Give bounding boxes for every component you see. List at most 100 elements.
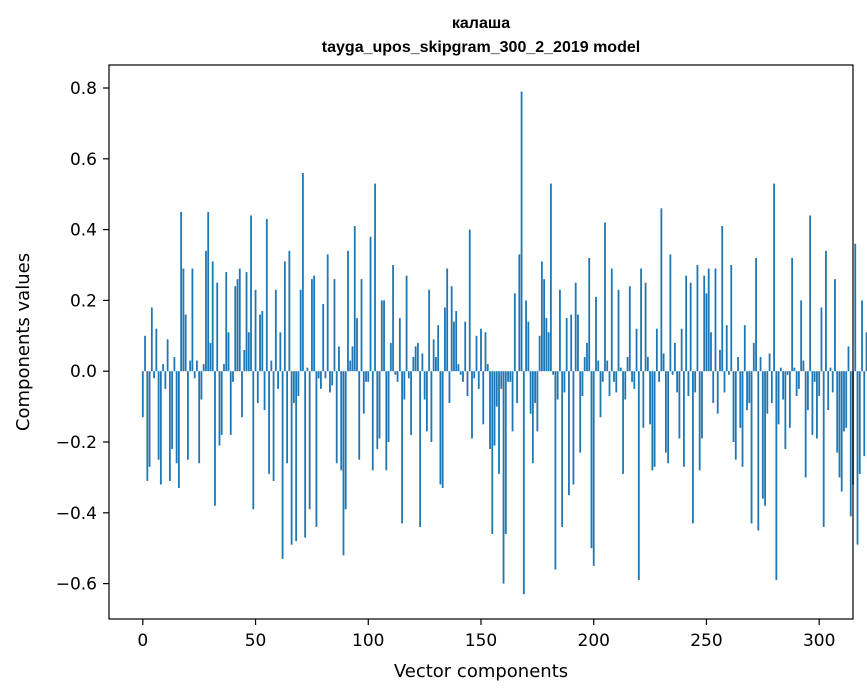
- bar-0: [141, 371, 144, 418]
- bar-41: [234, 286, 237, 372]
- bar-274: [759, 357, 762, 372]
- bar-124: [421, 353, 424, 372]
- y-tick-label: −0.4: [56, 504, 97, 524]
- bar-270: [750, 371, 753, 524]
- bar-23: [193, 371, 196, 379]
- y-tick-label: 0.2: [70, 291, 97, 311]
- bar-140: [457, 364, 460, 372]
- bar-289: [793, 367, 796, 372]
- bar-220: [637, 371, 640, 581]
- bar-18: [182, 268, 185, 372]
- bar-16: [177, 371, 180, 489]
- bar-217: [631, 371, 633, 382]
- bar-306: [831, 371, 834, 393]
- bar-126: [425, 371, 428, 432]
- bar-201: [595, 296, 597, 372]
- bar-189: [568, 371, 570, 496]
- bar-219: [635, 328, 638, 372]
- bar-134: [444, 307, 446, 372]
- bar-256: [719, 349, 721, 372]
- bar-311: [843, 371, 845, 432]
- bar-70: [299, 289, 302, 372]
- bar-179: [545, 318, 548, 372]
- bar-184: [556, 371, 559, 400]
- y-tick-label: 0.0: [70, 362, 97, 382]
- bar-137: [450, 286, 453, 372]
- bar-30: [209, 342, 212, 372]
- bar-244: [692, 371, 694, 524]
- bar-160: [502, 371, 505, 584]
- bar-171: [527, 321, 530, 372]
- bar-280: [773, 183, 775, 372]
- bar-205: [604, 222, 606, 372]
- bar-194: [579, 371, 582, 453]
- bar-216: [628, 286, 631, 372]
- bar-247: [698, 371, 701, 471]
- bar-257: [721, 226, 724, 372]
- bar-109: [387, 371, 390, 443]
- y-tick-label: 0.4: [70, 221, 97, 241]
- bar-234: [669, 254, 672, 372]
- bar-103: [374, 183, 376, 372]
- bar-34: [218, 371, 221, 446]
- bar-245: [694, 371, 697, 393]
- bar-86: [335, 371, 338, 464]
- bar-77: [315, 371, 318, 527]
- bar-117: [405, 275, 408, 372]
- bar-181: [549, 183, 552, 372]
- bar-318: [858, 371, 861, 474]
- bar-248: [701, 371, 703, 439]
- bar-120: [412, 357, 415, 372]
- bar-8: [159, 371, 162, 485]
- bar-263: [734, 371, 737, 460]
- bar-26: [200, 371, 203, 400]
- bar-161: [504, 371, 507, 535]
- bar-196: [583, 357, 586, 372]
- bar-155: [491, 371, 494, 535]
- bar-21: [189, 360, 192, 372]
- bar-290: [795, 371, 798, 396]
- bar-58: [272, 371, 275, 481]
- bar-69: [297, 371, 300, 396]
- bar-164: [511, 371, 514, 432]
- bar-225: [649, 371, 651, 425]
- bar-264: [737, 357, 739, 372]
- bar-98: [362, 371, 365, 414]
- bar-53: [261, 311, 264, 372]
- bar-195: [581, 371, 584, 396]
- bar-101: [369, 236, 372, 372]
- bar-282: [777, 371, 780, 425]
- bar-230: [660, 208, 663, 372]
- bar-278: [768, 353, 771, 372]
- bar-298: [813, 371, 816, 382]
- bar-301: [820, 307, 823, 372]
- bar-239: [680, 328, 683, 372]
- bar-206: [606, 360, 609, 372]
- bar-214: [624, 371, 627, 400]
- bar-119: [410, 371, 413, 435]
- bar-174: [534, 371, 537, 404]
- bar-221: [640, 268, 642, 372]
- x-axis-label: Vector components: [394, 661, 568, 682]
- bar-13: [171, 371, 174, 450]
- bar-296: [809, 215, 812, 372]
- bar-87: [338, 346, 340, 372]
- bar-215: [626, 357, 629, 372]
- bar-286: [786, 371, 789, 375]
- bar-169: [522, 371, 525, 595]
- y-tick-label: −0.2: [56, 433, 97, 453]
- bar-252: [710, 332, 712, 372]
- bar-63: [283, 261, 286, 372]
- bar-45: [243, 349, 246, 372]
- bar-271: [752, 342, 755, 372]
- bar-262: [732, 371, 735, 443]
- bar-152: [484, 332, 487, 372]
- bar-285: [784, 371, 787, 450]
- bar-187: [563, 371, 566, 393]
- bar-130: [435, 357, 437, 372]
- bar-211: [617, 289, 620, 372]
- bar-36: [223, 364, 225, 372]
- bar-33: [216, 282, 219, 372]
- bar-99: [365, 371, 367, 382]
